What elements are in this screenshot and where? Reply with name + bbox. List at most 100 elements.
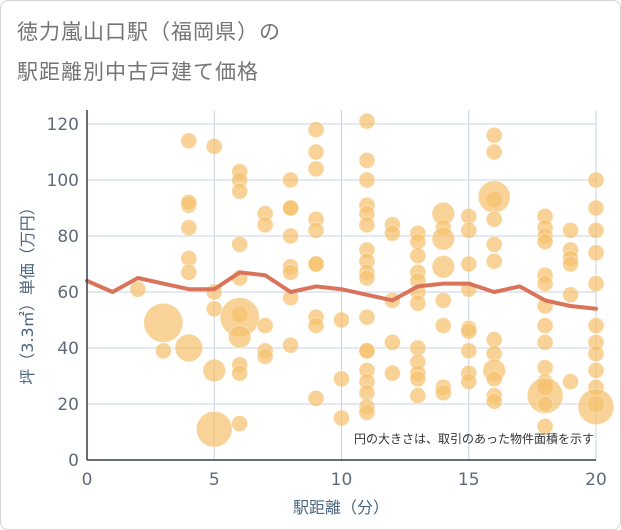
bubble-point-146 [587, 361, 605, 379]
bubble-point-62 [358, 308, 376, 326]
bubble-point-135 [562, 255, 579, 273]
x-tick-label-4: 20 [585, 470, 607, 490]
x-tick-label-0: 0 [82, 470, 93, 490]
bubble-point-64 [358, 342, 376, 360]
chart-title-line-2: 駅距離別中古戸建て価格 [17, 60, 259, 84]
trend-line [85, 270, 598, 311]
bubble-point-31 [282, 171, 300, 189]
bubble-point-54 [358, 171, 376, 189]
bubble-point-6 [180, 219, 198, 237]
bubble-point-13 [202, 358, 226, 383]
bubble-point-61 [358, 269, 376, 287]
x-tick-label-2: 10 [331, 470, 353, 490]
bubble-point-30 [256, 347, 274, 365]
x-axis-label: 駅距離（分） [293, 498, 389, 517]
bubble-point-18 [231, 235, 249, 253]
bubble-point-149 [577, 388, 615, 426]
bubble-point-77 [409, 247, 427, 265]
y-tick-label-3: 60 [57, 283, 79, 303]
bubble-point-86 [409, 387, 427, 405]
bubble-point-51 [333, 409, 350, 427]
bubble-point-92 [434, 317, 452, 335]
bubble-point-39 [307, 121, 325, 139]
bubble-point-74 [383, 364, 401, 382]
bubble-point-28 [256, 317, 274, 335]
y-axis-label: 坪（3.3㎡）単価（万円） [18, 199, 37, 384]
bubble-point-137 [562, 373, 579, 391]
bubble-point-0 [129, 280, 147, 298]
bubble-point-110 [485, 252, 503, 270]
bubble-point-40 [307, 143, 325, 161]
bubble-point-52 [358, 112, 376, 130]
bubble-point-81 [409, 294, 427, 312]
bubble-point-132 [562, 221, 579, 239]
bubble-point-14 [195, 410, 233, 448]
bubble-point-139 [587, 199, 605, 217]
bubble-point-131 [536, 417, 554, 435]
bubble-point-2 [154, 342, 172, 360]
y-tick-label-2: 40 [57, 339, 79, 359]
bubble-point-17 [231, 182, 249, 200]
bubble-point-8 [180, 263, 198, 281]
bubble-point-100 [460, 322, 478, 340]
bubble-point-143 [587, 317, 605, 335]
bubble-point-101 [460, 342, 478, 360]
bubble-point-3 [180, 132, 198, 150]
bubble-point-141 [587, 244, 605, 262]
bubble-point-73 [383, 333, 401, 351]
bubble-point-140 [587, 221, 605, 239]
bubble-point-27 [256, 216, 274, 234]
bubble-point-9 [174, 333, 204, 363]
bubble-size-note: 円の大きさは、取引のあった物件面積を示す [354, 431, 594, 446]
y-tick-label-1: 20 [57, 395, 79, 415]
bubble-point-142 [587, 275, 605, 293]
bubble-point-34 [282, 227, 300, 245]
bubble-point-108 [485, 210, 503, 228]
bubble-point-12 [205, 300, 223, 318]
bubble-point-91 [434, 291, 452, 309]
bubble-point-107 [477, 180, 511, 214]
bubble-point-90 [431, 255, 456, 279]
bubble-point-69 [358, 403, 376, 421]
bubble-point-41 [307, 160, 325, 178]
bubble-point-49 [333, 311, 350, 329]
bubble-point-124 [536, 317, 554, 335]
bubble-point-130 [536, 395, 554, 413]
x-axis-ticks: 0 5 10 15 20 [82, 470, 607, 490]
bubble-point-47 [307, 317, 325, 335]
bubble-point-96 [460, 221, 478, 239]
bubble-point-85 [409, 370, 427, 388]
bubble-point-22 [227, 325, 252, 349]
bubble-point-145 [587, 345, 605, 363]
x-tick-label-3: 15 [458, 470, 480, 490]
y-tick-label-0: 0 [68, 451, 79, 471]
bubble-point-114 [485, 370, 503, 388]
bubble-point-97 [460, 255, 478, 273]
bubble-point-136 [562, 286, 579, 304]
bubble-point-43 [307, 221, 325, 239]
bubble-point-25 [231, 415, 249, 433]
bubble-point-116 [485, 392, 503, 410]
bubble-point-104 [485, 126, 503, 144]
bubble-series [129, 112, 615, 448]
bubble-point-45 [307, 255, 325, 273]
bubble-point-50 [333, 370, 350, 388]
bubble-point-36 [282, 263, 300, 281]
bubble-point-10 [205, 137, 223, 155]
bubble-point-105 [485, 143, 503, 161]
bubble-point-71 [383, 224, 401, 242]
bubble-point-94 [434, 384, 452, 402]
x-tick-label-1: 5 [209, 470, 220, 490]
bubble-point-120 [536, 233, 554, 251]
bubble-point-5 [180, 193, 198, 211]
y-tick-label-6: 120 [47, 115, 79, 135]
bubble-point-53 [358, 151, 376, 169]
bubble-point-48 [307, 389, 325, 407]
bubble-point-103 [460, 373, 478, 391]
bubble-point-138 [587, 171, 605, 189]
bubble-point-1 [143, 302, 184, 343]
bubble-point-33 [282, 199, 300, 217]
bubble-point-89 [431, 227, 456, 251]
bubble-point-57 [358, 216, 376, 234]
